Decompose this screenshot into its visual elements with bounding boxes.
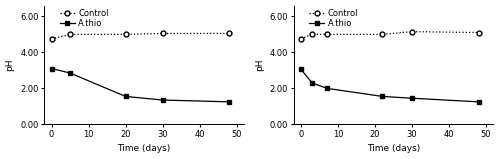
A.thio xyxy=(298,69,304,70)
A.thio xyxy=(324,87,330,89)
Line: Control: Control xyxy=(298,29,481,41)
A.thio xyxy=(48,68,54,69)
Control xyxy=(324,33,330,35)
Control xyxy=(67,33,73,35)
Control xyxy=(123,33,129,35)
Control xyxy=(226,32,232,34)
Control xyxy=(409,31,415,33)
Line: A.thio: A.thio xyxy=(49,66,232,104)
Y-axis label: pH: pH xyxy=(5,59,14,71)
A.thio xyxy=(409,97,415,99)
A.thio xyxy=(309,82,315,84)
Control xyxy=(48,38,54,40)
Line: A.thio: A.thio xyxy=(298,67,481,104)
Control xyxy=(379,33,385,35)
A.thio xyxy=(160,99,166,101)
A.thio xyxy=(67,72,73,74)
A.thio xyxy=(226,101,232,103)
Control xyxy=(309,33,315,35)
A.thio xyxy=(379,96,385,97)
Control xyxy=(476,32,482,34)
Y-axis label: pH: pH xyxy=(255,59,264,71)
Control xyxy=(298,38,304,40)
Legend: Control, A.thio: Control, A.thio xyxy=(308,7,360,30)
X-axis label: Time (days): Time (days) xyxy=(117,144,171,153)
Line: Control: Control xyxy=(49,31,232,41)
A.thio xyxy=(123,96,129,97)
X-axis label: Time (days): Time (days) xyxy=(367,144,420,153)
Legend: Control, A.thio: Control, A.thio xyxy=(58,7,110,30)
A.thio xyxy=(476,101,482,103)
Control xyxy=(160,32,166,34)
